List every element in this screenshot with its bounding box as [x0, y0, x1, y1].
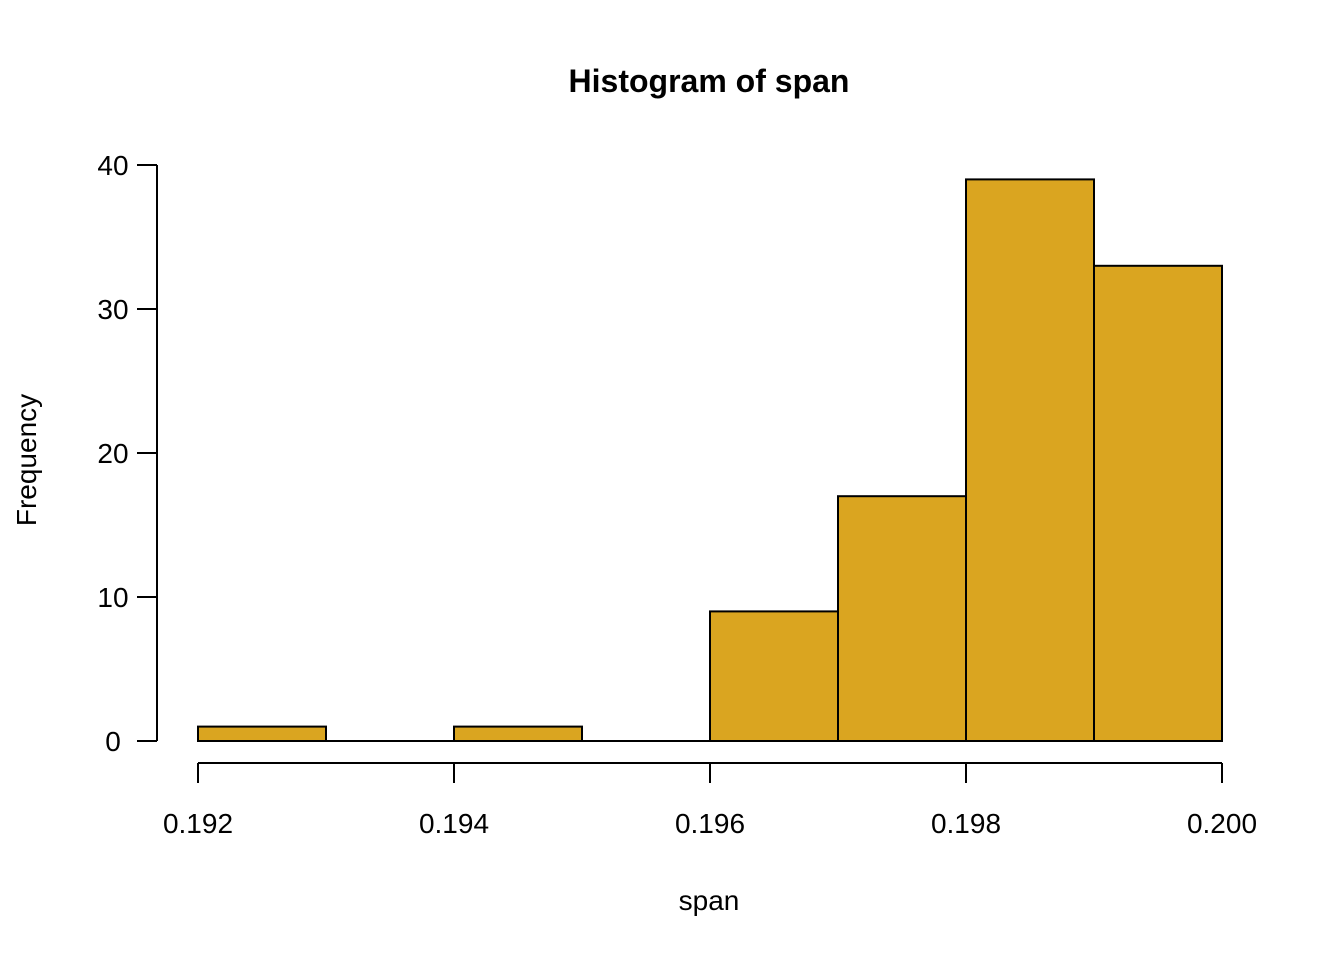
x-axis-label: span [679, 885, 740, 916]
histogram-bar-5 [837, 495, 967, 743]
y-tick-label-4: 40 [97, 150, 128, 181]
y-tick-label-0: 0 [105, 726, 121, 757]
x-tick-label-0: 0.192 [163, 808, 233, 839]
histogram-bar-4 [709, 610, 839, 743]
bars-group [197, 178, 1223, 743]
chart-title: Histogram of span [569, 63, 850, 99]
y-tick-label-1: 10 [97, 582, 128, 613]
histogram-bar-2 [453, 725, 583, 742]
histogram-bar-0 [197, 725, 327, 742]
x-tick-label-3: 0.198 [931, 808, 1001, 839]
x-axis: 0.192 0.194 0.196 0.198 0.200 [163, 762, 1257, 839]
histogram-bar-6 [965, 178, 1095, 742]
y-axis: 0 10 20 30 40 [97, 150, 158, 757]
x-tick-label-2: 0.196 [675, 808, 745, 839]
histogram-bar-7 [1093, 264, 1223, 742]
x-tick-label-4: 0.200 [1187, 808, 1257, 839]
y-tick-label-3: 30 [97, 294, 128, 325]
y-tick-label-2: 20 [97, 438, 128, 469]
y-axis-label: Frequency [11, 394, 42, 526]
x-tick-label-1: 0.194 [419, 808, 489, 839]
